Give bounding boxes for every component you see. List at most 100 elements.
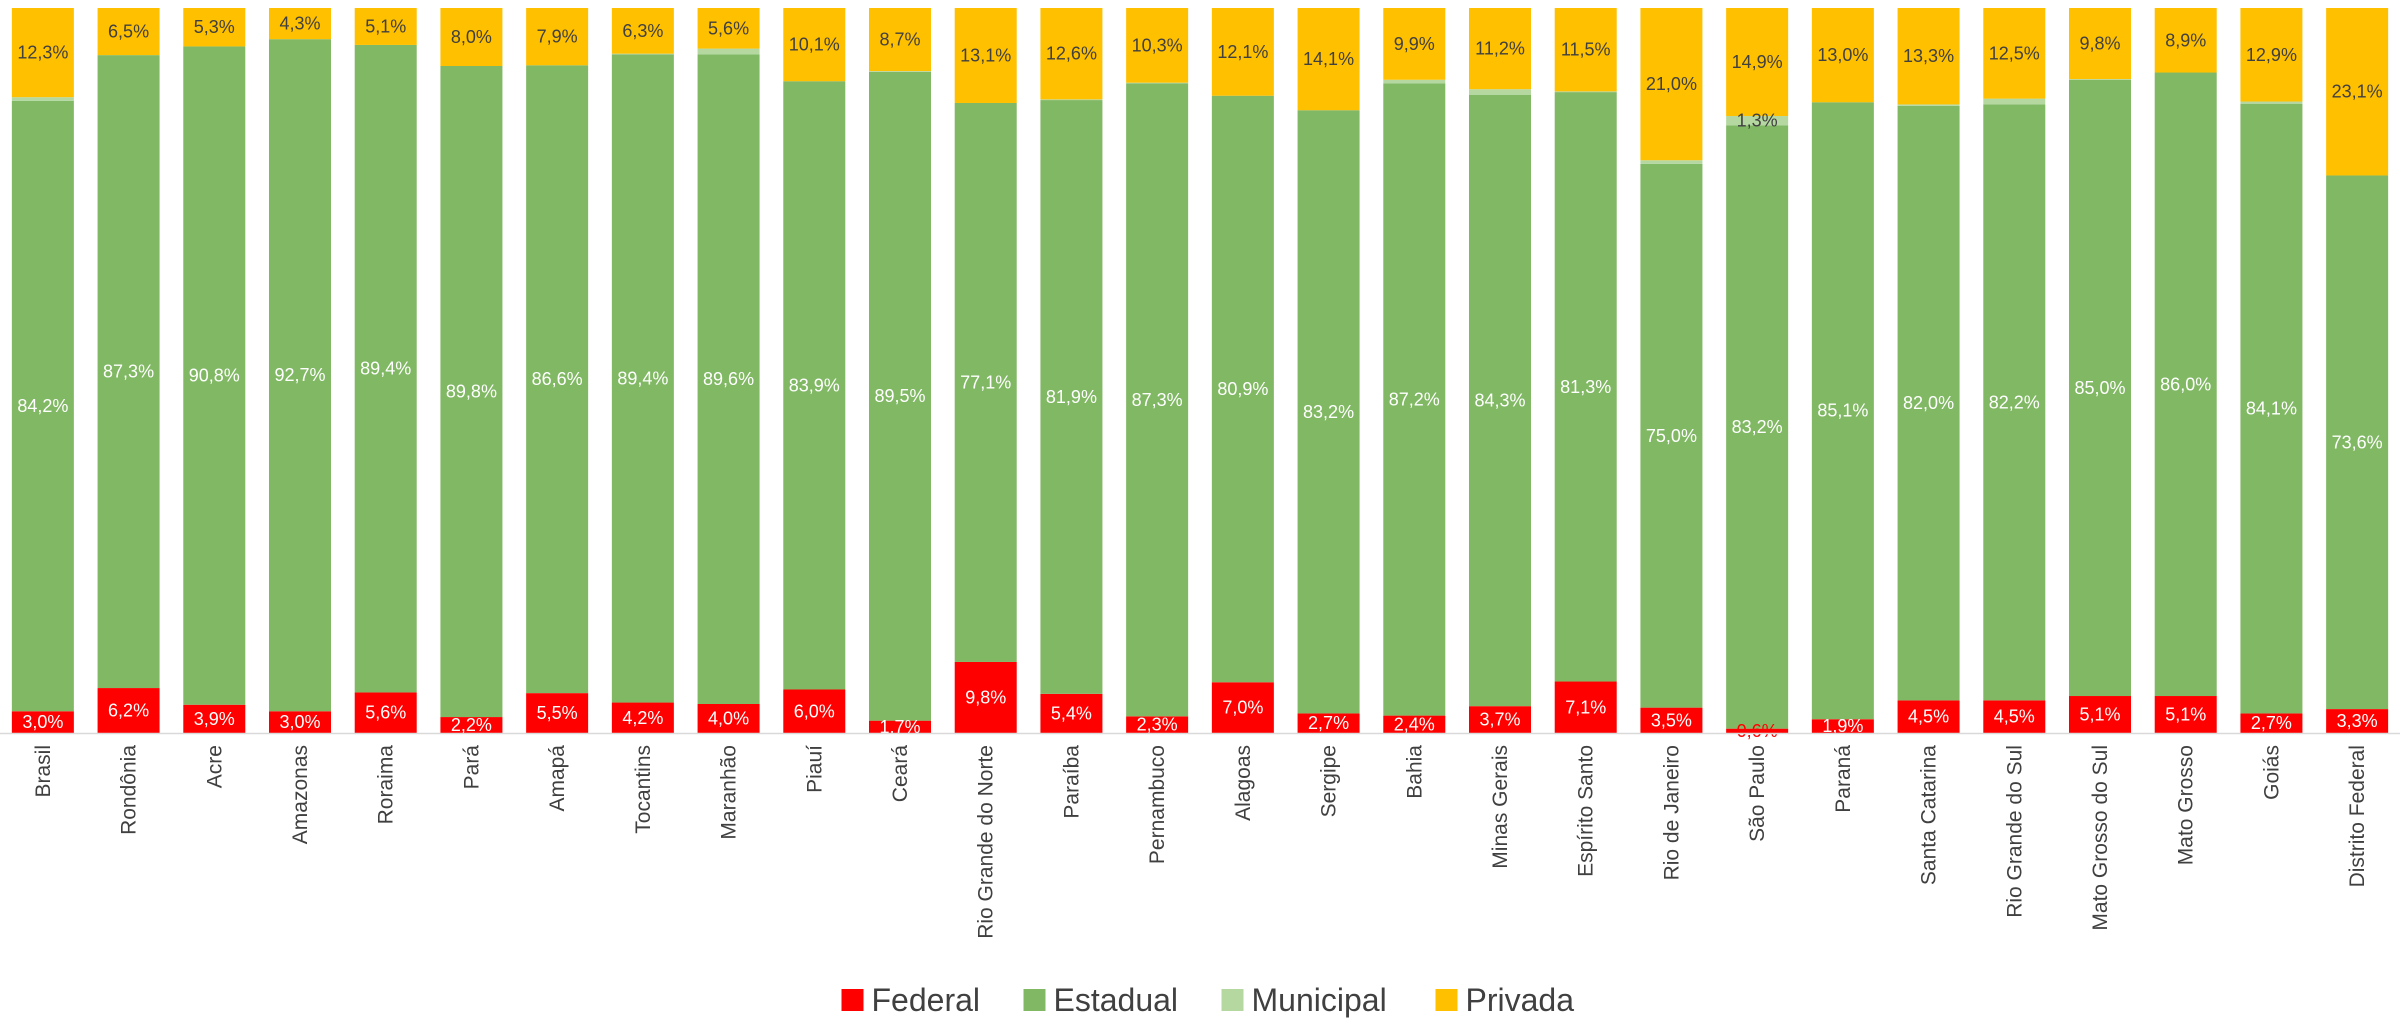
bar-estadual-pernambuco	[1126, 83, 1189, 717]
bar-privada-sao-paulo	[1726, 8, 1789, 117]
bar-federal-espirito-santo	[1554, 681, 1617, 733]
bar-estadual-rio-de-janeiro	[1640, 163, 1703, 708]
bar-estadual-tocantins	[611, 54, 674, 703]
category-label-piaui: Piauí	[803, 745, 826, 793]
category-label-bahia: Bahia	[1403, 745, 1426, 799]
bar-privada-roraima	[354, 8, 417, 45]
bar-estadual-sao-paulo	[1726, 125, 1789, 729]
bar-federal-parana	[1811, 719, 1874, 734]
data-label-estadual-amazonas: 92,7%	[274, 365, 325, 385]
data-label-privada-parana: 13,0%	[1817, 45, 1868, 65]
data-label-federal-tocantins: 4,2%	[622, 708, 663, 728]
legend-swatch-privada	[1435, 989, 1458, 1011]
bar-privada-ceara	[869, 8, 931, 72]
category-label-sergipe: Sergipe	[1318, 745, 1341, 817]
bar-estadual-acre	[183, 46, 246, 705]
bar-estadual-rio-grande-do-sul	[1983, 104, 2046, 701]
data-label-privada-goias: 12,9%	[2246, 45, 2297, 65]
category-label-acre: Acre	[203, 745, 226, 788]
data-label-estadual-mato-grosso-do-sul: 85,0%	[2074, 378, 2125, 398]
bar-federal-rio-grande-do-norte	[954, 661, 1017, 733]
bar-privada-espirito-santo	[1554, 8, 1617, 92]
data-label-estadual-roraima: 89,4%	[360, 359, 411, 379]
bar-privada-mato-grosso	[2154, 8, 2217, 73]
legend: Federal Estadual Municipal Privada	[841, 982, 1574, 1018]
data-label-estadual-santa-catarina: 82,0%	[1903, 393, 1954, 413]
category-label-maranhao: Maranhão	[718, 745, 741, 840]
bar-estadual-parana	[1811, 102, 1874, 720]
category-label-para: Pará	[460, 745, 483, 790]
category-label-goias: Goiás	[2260, 745, 2283, 800]
category-label-tocantins: Tocantins	[632, 745, 655, 834]
data-label-federal-rio-grande-do-norte: 9,8%	[965, 687, 1006, 707]
data-label-estadual-mato-grosso: 86,0%	[2160, 374, 2211, 394]
category-labels-layer: Brasil Rondônia Acre Amazonas Roraima Pará Ama…	[32, 745, 2369, 939]
bar-estadual-amazonas	[269, 39, 331, 712]
bar-federal-maranhao	[697, 704, 760, 733]
data-label-federal-brasil: 3,0%	[22, 712, 63, 732]
category-label-minas-gerais: Minas Gerais	[1489, 745, 1512, 869]
bar-municipal-pernambuco	[1126, 82, 1189, 84]
bar-federal-rio-grande-do-sul	[1983, 700, 2046, 734]
bar-municipal-tocantins	[611, 53, 674, 55]
data-label-federal-alagoas: 7,0%	[1222, 698, 1263, 718]
bar-privada-alagoas	[1211, 8, 1274, 96]
category-label-rondonia: Rondônia	[118, 745, 141, 835]
category-label-roraima: Roraima	[375, 745, 398, 825]
data-label-estadual-distrito-federal: 73,6%	[2332, 432, 2383, 452]
bar-privada-goias	[2240, 8, 2303, 102]
data-label-federal-paraiba: 5,4%	[1051, 703, 1092, 723]
data-label-privada-sergipe: 14,1%	[1303, 49, 1354, 69]
data-label-estadual-tocantins: 89,4%	[617, 368, 668, 388]
category-label-amapa: Amapá	[546, 745, 569, 812]
data-label-privada-amapa: 7,9%	[537, 27, 578, 47]
category-label-parana: Paraná	[1832, 745, 1855, 813]
data-label-estadual-rio-grande-do-sul: 82,2%	[1989, 392, 2040, 412]
bar-federal-bahia	[1383, 715, 1446, 733]
bar-privada-acre	[183, 8, 246, 47]
bar-estadual-mato-grosso-do-sul	[2069, 79, 2131, 697]
data-label-estadual-espirito-santo: 81,3%	[1560, 377, 1611, 397]
bar-estadual-rio-grande-do-norte	[954, 102, 1017, 662]
bar-federal-amapa	[526, 693, 589, 734]
data-label-privada-distrito-federal: 23,1%	[2332, 82, 2383, 102]
bar-estadual-amapa	[526, 65, 589, 694]
data-label-municipal-sao-paulo: 1,3%	[1737, 111, 1778, 131]
legend-label-federal: Federal	[872, 982, 981, 1018]
data-label-federal-parana: 1,9%	[1822, 716, 1863, 736]
bar-municipal-bahia	[1383, 79, 1446, 84]
data-label-estadual-rondonia: 87,3%	[103, 362, 154, 382]
bar-privada-rio-grande-do-norte	[954, 8, 1017, 103]
bar-federal-rio-de-janeiro	[1640, 707, 1703, 734]
data-label-federal-mato-grosso: 5,1%	[2165, 705, 2206, 725]
category-label-distrito-federal: Distrito Federal	[2346, 745, 2369, 887]
bar-privada-parana	[1811, 8, 1874, 103]
data-label-privada-rondonia: 6,5%	[108, 22, 149, 42]
data-label-privada-mato-grosso-do-sul: 9,8%	[2079, 34, 2120, 54]
bar-privada-rondonia	[97, 8, 160, 56]
category-label-sao-paulo: São Paulo	[1746, 745, 1769, 842]
data-label-federal-acre: 3,9%	[194, 709, 235, 729]
bar-federal-pernambuco	[1126, 716, 1189, 734]
data-label-federal-mato-grosso-do-sul: 5,1%	[2079, 705, 2120, 725]
bar-privada-paraiba	[1040, 8, 1103, 100]
data-label-privada-tocantins: 6,3%	[622, 21, 663, 41]
data-label-estadual-piaui: 83,9%	[789, 375, 840, 395]
data-label-privada-rio-grande-do-sul: 12,5%	[1989, 43, 2040, 63]
data-label-federal-espirito-santo: 7,1%	[1565, 697, 1606, 717]
bar-municipal-rio-de-janeiro	[1640, 160, 1703, 164]
data-label-estadual-brasil: 84,2%	[17, 396, 68, 416]
data-label-privada-mato-grosso: 8,9%	[2165, 30, 2206, 50]
bar-federal-distrito-federal	[2326, 709, 2389, 734]
data-label-estadual-sao-paulo: 83,2%	[1732, 417, 1783, 437]
data-label-privada-maranhao: 5,6%	[708, 18, 749, 38]
bar-estadual-mato-grosso	[2154, 72, 2217, 697]
bars-layer	[11, 8, 2389, 734]
data-label-federal-para: 2,2%	[451, 715, 492, 735]
data-label-estadual-goias: 84,1%	[2246, 399, 2297, 419]
data-label-federal-distrito-federal: 3,3%	[2337, 711, 2378, 731]
bar-federal-amazonas	[269, 711, 331, 733]
bar-estadual-brasil	[11, 100, 74, 712]
data-label-privada-ceara: 8,7%	[879, 30, 920, 50]
